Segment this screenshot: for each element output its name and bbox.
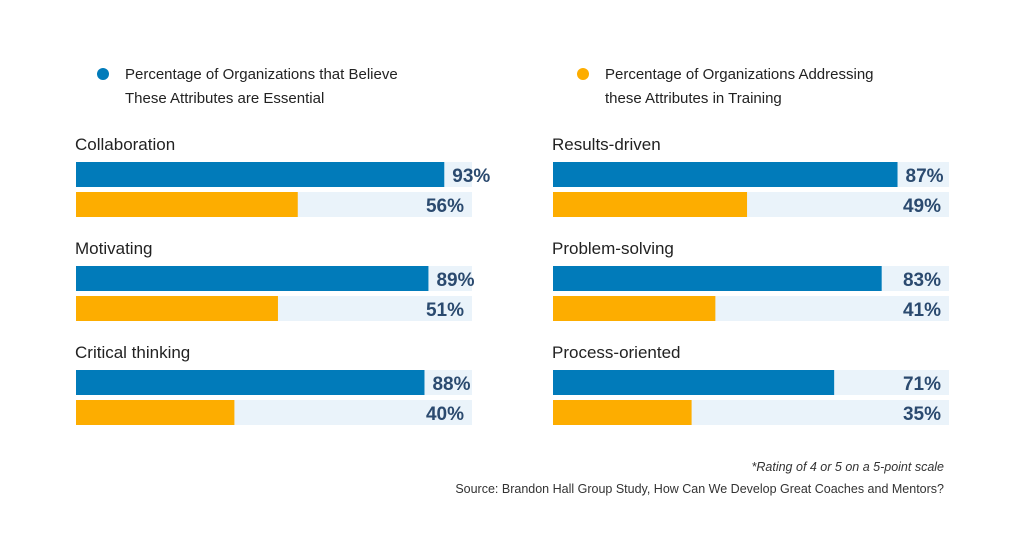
- value-label: 56%: [426, 196, 464, 217]
- bar-essential: [553, 162, 898, 187]
- category-label: Process-oriented: [552, 343, 681, 362]
- bar-essential: [553, 370, 835, 395]
- bar-training: [553, 192, 748, 217]
- category-label: Problem-solving: [552, 239, 674, 258]
- value-label: 87%: [906, 166, 944, 187]
- value-label: 88%: [432, 374, 470, 395]
- legend-label-0: These Attributes are Essential: [125, 90, 324, 107]
- bar-essential: [553, 266, 882, 291]
- value-label: 49%: [903, 196, 941, 217]
- legend-label-0: Percentage of Organizations that Believe: [125, 66, 398, 83]
- legend: Percentage of Organizations that Believe…: [97, 66, 874, 107]
- legend-marker-0: [97, 68, 109, 80]
- value-label: 40%: [426, 404, 464, 425]
- bar-essential: [76, 370, 425, 395]
- legend-marker-1: [577, 68, 589, 80]
- bar-essential: [76, 162, 445, 187]
- value-label: 51%: [426, 300, 464, 321]
- footnote-source: Source: Brandon Hall Group Study, How Ca…: [455, 482, 944, 496]
- footnote-rating: *Rating of 4 or 5 on a 5-point scale: [752, 460, 945, 474]
- value-label: 89%: [436, 270, 474, 291]
- bar-training: [76, 192, 298, 217]
- legend-label-1: these Attributes in Training: [605, 90, 782, 107]
- category-label: Results-driven: [552, 135, 661, 154]
- category-label: Critical thinking: [75, 343, 190, 362]
- category-label: Collaboration: [75, 135, 175, 154]
- value-label: 71%: [903, 374, 941, 395]
- bar-training: [553, 400, 692, 425]
- bar-essential: [76, 266, 429, 291]
- value-label: 35%: [903, 404, 941, 425]
- value-label: 41%: [903, 300, 941, 321]
- bar-training: [553, 296, 716, 321]
- category-label: Motivating: [75, 239, 152, 258]
- bar-training: [76, 400, 235, 425]
- value-label: 93%: [452, 166, 490, 187]
- bar-groups: Collaboration 93% 56% Motivating 89% 51% Criti…: [75, 135, 949, 425]
- value-label: 83%: [903, 270, 941, 291]
- legend-label-1: Percentage of Organizations Addressing: [605, 66, 874, 83]
- bar-training: [76, 296, 278, 321]
